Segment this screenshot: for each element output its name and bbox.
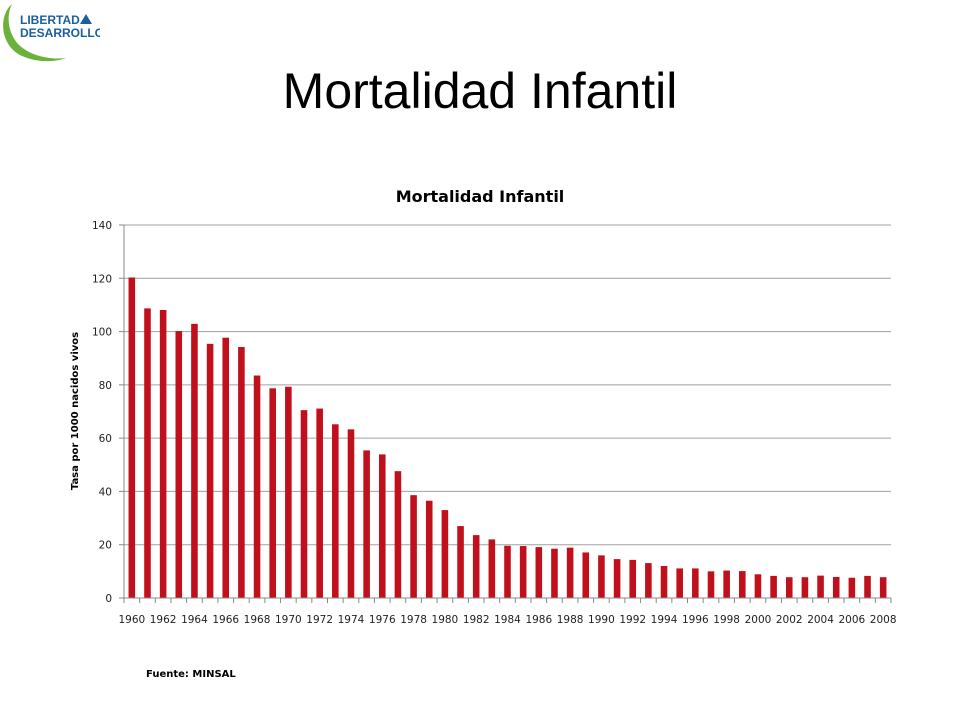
x-tick-label-2006: 2006 xyxy=(839,614,866,626)
bar-1982 xyxy=(472,535,480,598)
bars xyxy=(128,277,887,598)
bar-2006 xyxy=(848,577,856,598)
logo-line2: DESARROLLO xyxy=(20,26,100,40)
x-tick-label-1996: 1996 xyxy=(682,614,709,626)
x-tick-label-2000: 2000 xyxy=(745,614,772,626)
x-tick-label-1964: 1964 xyxy=(181,614,208,626)
slide-title: Mortalidad Infantil xyxy=(282,63,678,119)
source-note: Fuente: MINSAL xyxy=(146,669,236,680)
bar-1977 xyxy=(394,471,402,598)
bar-1966 xyxy=(222,337,230,598)
bar-2002 xyxy=(785,577,793,598)
bar-1986 xyxy=(535,547,543,598)
bar-1994 xyxy=(660,566,668,598)
bar-1983 xyxy=(488,539,496,598)
chart-title: Mortalidad Infantil xyxy=(396,187,565,206)
y-axis-label: Tasa por 1000 nacidos vivos xyxy=(70,332,81,490)
x-tick-label-1986: 1986 xyxy=(525,614,552,626)
bar-1991 xyxy=(613,559,621,598)
bar-1979 xyxy=(425,500,433,598)
x-tick-label-1994: 1994 xyxy=(651,614,678,626)
bar-1973 xyxy=(332,424,339,598)
bar-2003 xyxy=(801,577,809,598)
bar-1978 xyxy=(410,495,417,598)
x-tick-label-2008: 2008 xyxy=(870,614,897,626)
x-tick-label-2002: 2002 xyxy=(776,614,803,626)
axes xyxy=(123,225,892,603)
bar-1980 xyxy=(441,510,449,598)
x-tick-label-1998: 1998 xyxy=(713,614,740,626)
grid-lines xyxy=(119,224,891,599)
bar-2007 xyxy=(864,575,871,598)
libertad-desarrollo-logo: LIBERTAD DESARROLLO xyxy=(3,4,100,62)
bar-1964 xyxy=(191,323,198,598)
logo-triangle-icon xyxy=(80,14,92,24)
x-tick-label-1988: 1988 xyxy=(557,614,584,626)
y-tick-label-80: 80 xyxy=(99,380,112,392)
bar-1970 xyxy=(285,386,292,598)
x-tick-label-1970: 1970 xyxy=(275,614,302,626)
x-tick-label-1960: 1960 xyxy=(118,614,145,626)
bar-1967 xyxy=(238,347,245,598)
bar-1996 xyxy=(692,568,699,598)
bar-1965 xyxy=(206,343,214,598)
bar-2004 xyxy=(817,575,824,598)
bar-1963 xyxy=(175,331,183,598)
bar-1976 xyxy=(378,454,386,598)
y-tick-label-100: 100 xyxy=(92,327,112,339)
x-tick-label-1962: 1962 xyxy=(150,614,177,626)
logo-swoosh xyxy=(3,4,67,62)
bar-1988 xyxy=(566,547,574,598)
bar-1981 xyxy=(457,526,464,598)
bar-2001 xyxy=(770,575,777,598)
bar-1969 xyxy=(269,388,276,598)
x-tick-label-1992: 1992 xyxy=(619,614,646,626)
bar-1993 xyxy=(645,563,652,598)
x-tick-label-1972: 1972 xyxy=(306,614,333,626)
bar-1992 xyxy=(629,559,637,598)
bar-1997 xyxy=(707,571,715,598)
x-tick-label-1980: 1980 xyxy=(432,614,459,626)
x-tick-label-1966: 1966 xyxy=(212,614,239,626)
bar-1971 xyxy=(300,410,308,598)
bar-1962 xyxy=(159,309,167,598)
bar-2005 xyxy=(832,576,840,598)
bar-1998 xyxy=(723,570,730,598)
x-tick-label-1982: 1982 xyxy=(463,614,490,626)
y-tick-label-40: 40 xyxy=(99,486,112,498)
bar-1972 xyxy=(316,408,323,598)
y-tick-label-120: 120 xyxy=(92,273,112,285)
x-tick-label-1974: 1974 xyxy=(338,614,365,626)
x-tick-label-1976: 1976 xyxy=(369,614,396,626)
logo-line1: LIBERTAD xyxy=(20,13,80,27)
bar-1974 xyxy=(347,429,355,598)
x-tick-labels: 1960 1962 1964 1966 1968 1970 1972 1974 1976 1978… xyxy=(118,614,896,626)
y-tick-labels: 0 20 40 60 80 100 120 140 xyxy=(92,220,112,605)
bar-1999 xyxy=(739,571,746,598)
x-tick-label-1984: 1984 xyxy=(494,614,521,626)
bar-1987 xyxy=(551,548,558,598)
y-tick-label-60: 60 xyxy=(99,433,112,445)
y-tick-label-140: 140 xyxy=(92,220,112,232)
bar-1961 xyxy=(144,308,151,598)
x-tick-label-1990: 1990 xyxy=(588,614,615,626)
bar-1990 xyxy=(598,555,605,598)
x-tick-label-2004: 2004 xyxy=(807,614,834,626)
y-tick-label-20: 20 xyxy=(99,540,112,552)
bar-1989 xyxy=(582,552,590,598)
bar-1960 xyxy=(128,277,136,598)
bar-2008 xyxy=(879,577,887,598)
x-tick-label-1968: 1968 xyxy=(244,614,271,626)
bar-1968 xyxy=(253,375,261,598)
bar-2000 xyxy=(754,574,762,598)
bar-1975 xyxy=(363,450,370,598)
bar-1984 xyxy=(504,545,511,598)
bar-1995 xyxy=(676,568,683,598)
bar-1985 xyxy=(519,546,527,598)
x-tick-label-1978: 1978 xyxy=(400,614,427,626)
y-tick-label-0: 0 xyxy=(105,593,112,605)
